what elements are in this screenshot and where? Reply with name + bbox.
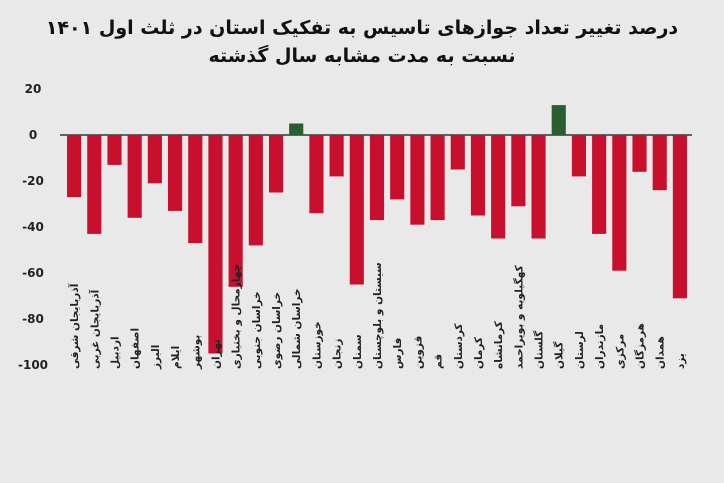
y-tick-label: -20 [22, 174, 44, 188]
bar [309, 135, 324, 214]
bar [450, 135, 465, 170]
category-label: مازندران [594, 324, 606, 369]
category-label: لرستان [574, 331, 586, 369]
bar [612, 135, 627, 271]
category-label: گیلان [553, 341, 566, 369]
bar [208, 135, 223, 354]
bar [410, 135, 425, 225]
category-label: یزد [675, 353, 687, 369]
bar [167, 135, 183, 211]
bar [228, 135, 243, 287]
category-label: هرمزگان [634, 323, 647, 369]
category-label: خراسان رضوی [271, 292, 283, 369]
bar [470, 135, 486, 216]
bar [289, 123, 304, 135]
category-label: اردبیل [109, 336, 121, 369]
category-label: تهران [210, 339, 222, 369]
bar [390, 135, 405, 200]
category-label: کردستان [453, 323, 465, 369]
y-tick-label: -60 [22, 266, 44, 280]
x-axis-labels: آذربایجان شرقی آذربایجان غربی اردبیل اصفهان… [68, 262, 687, 370]
category-label: آذربایجان شرقی [68, 283, 81, 369]
bar [349, 135, 364, 285]
category-label: قزوین [412, 336, 424, 369]
bar [107, 135, 122, 165]
category-label: کرمانشاه [493, 320, 505, 369]
bar [571, 135, 587, 177]
category-label: همدان [655, 336, 667, 369]
bar [188, 135, 203, 244]
bar [147, 135, 162, 184]
y-tick-label: -100 [18, 358, 48, 372]
bars [67, 105, 687, 354]
y-tick-label: -80 [22, 312, 44, 326]
bar [652, 135, 667, 191]
category-label: کهگیلویه و بویراحمد [512, 264, 525, 369]
bar [87, 135, 102, 234]
category-label: خراسان جنوبی [251, 291, 263, 369]
category-label: کرمان [473, 336, 485, 369]
y-axis-ticks: 20 0 -20 -40 -60 -80 -100 [18, 82, 48, 372]
y-tick-label: 20 [25, 82, 42, 96]
chart-subtitle: نسبت به مدت مشابه سال گذشته [208, 44, 515, 67]
category-label: فارس [392, 338, 404, 369]
bar [672, 135, 687, 299]
category-label: زنجان [332, 339, 344, 369]
category-label: مرکزی [614, 334, 626, 369]
category-label: سیستان و بلوچستان [372, 262, 384, 369]
bar [511, 135, 526, 207]
bar [268, 135, 284, 193]
category-label: اصفهان [130, 328, 142, 369]
bar [430, 135, 445, 221]
bar [592, 135, 607, 234]
bar [531, 135, 546, 239]
category-label: البرز [150, 345, 162, 370]
category-label: خوزستان [311, 321, 323, 369]
bar [551, 105, 566, 135]
bar [67, 135, 82, 198]
bar [369, 135, 385, 221]
y-tick-label: 0 [29, 128, 37, 142]
category-label: خراسان شمالی [291, 289, 303, 369]
category-label: آذربایجان غربی [88, 289, 101, 369]
category-label: بوشهر [190, 335, 202, 370]
bar [632, 135, 647, 172]
y-tick-label: -40 [22, 220, 44, 234]
category-label: سمنان [352, 334, 364, 369]
chart-title: درصد تغییر تعداد جوازهای تاسیس به تفکیک … [46, 17, 679, 39]
category-label: ایلام [170, 346, 182, 369]
category-label: گلستان [533, 330, 546, 369]
bar [329, 135, 344, 177]
bar [127, 135, 142, 218]
bar [491, 135, 506, 239]
bar [248, 135, 263, 246]
category-label: چهارمحال و بختیاری [231, 264, 243, 369]
category-label: قم [433, 354, 445, 369]
